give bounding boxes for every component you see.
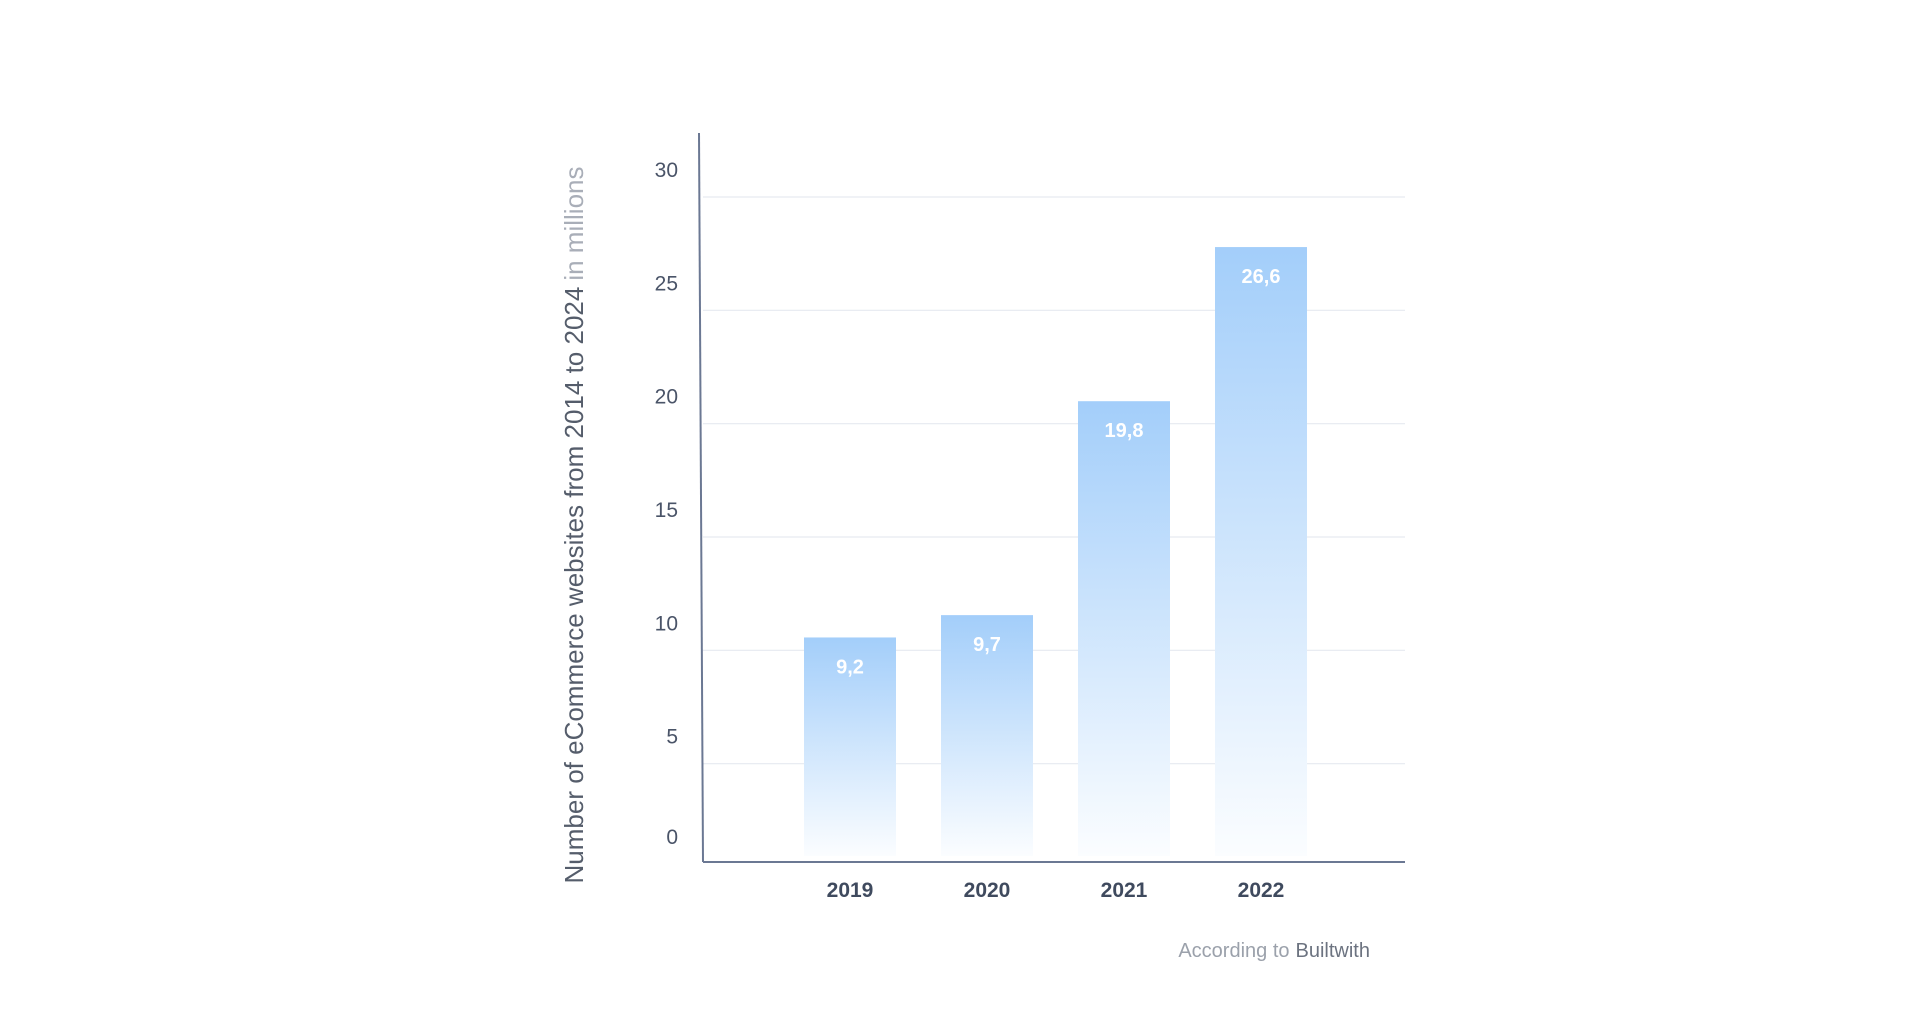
x-tick-2021: 2021	[1101, 879, 1148, 902]
y-tick-labels: 0 5 10 15 20 25 30	[655, 159, 678, 849]
y-tick-25: 25	[655, 272, 678, 295]
axes	[698, 132, 1405, 863]
x-tick-2019: 2019	[827, 879, 874, 902]
y-axis-title: Number of eCommerce websites from 2014 t…	[559, 167, 589, 884]
y-tick-10: 10	[655, 612, 678, 635]
source-link: Builtwith	[1296, 940, 1370, 962]
y-axis-label: Number of eCommerce websites from 2014 t…	[559, 287, 589, 884]
source-prefix: According to	[1178, 940, 1289, 962]
bar-2021	[1078, 401, 1170, 856]
y-tick-30: 30	[655, 159, 678, 182]
bar-2020	[941, 615, 1033, 856]
y-tick-15: 15	[655, 499, 678, 522]
y-tick-5: 5	[666, 726, 678, 749]
bar-value-label-2021: 19,8	[1105, 420, 1144, 442]
bar-2022	[1215, 247, 1307, 857]
y-axis-line	[698, 132, 704, 863]
bar-2019	[804, 637, 896, 856]
bar-value-label-2019: 9,2	[836, 656, 864, 678]
x-tick-2020: 2020	[964, 879, 1011, 902]
y-tick-20: 20	[655, 386, 678, 409]
y-axis-unit: in millions	[559, 167, 589, 281]
y-tick-0: 0	[666, 826, 678, 849]
x-tick-2022: 2022	[1238, 879, 1285, 902]
bar-value-label-2020: 9,7	[973, 634, 1001, 656]
x-category-labels: 2019 2020 2021 2022	[827, 879, 1285, 902]
source-note: According to Builtwith	[1178, 940, 1370, 962]
bar-value-label-2022: 26,6	[1242, 266, 1281, 288]
bars: 9,2 9,7 19,8 26,6	[804, 247, 1307, 857]
